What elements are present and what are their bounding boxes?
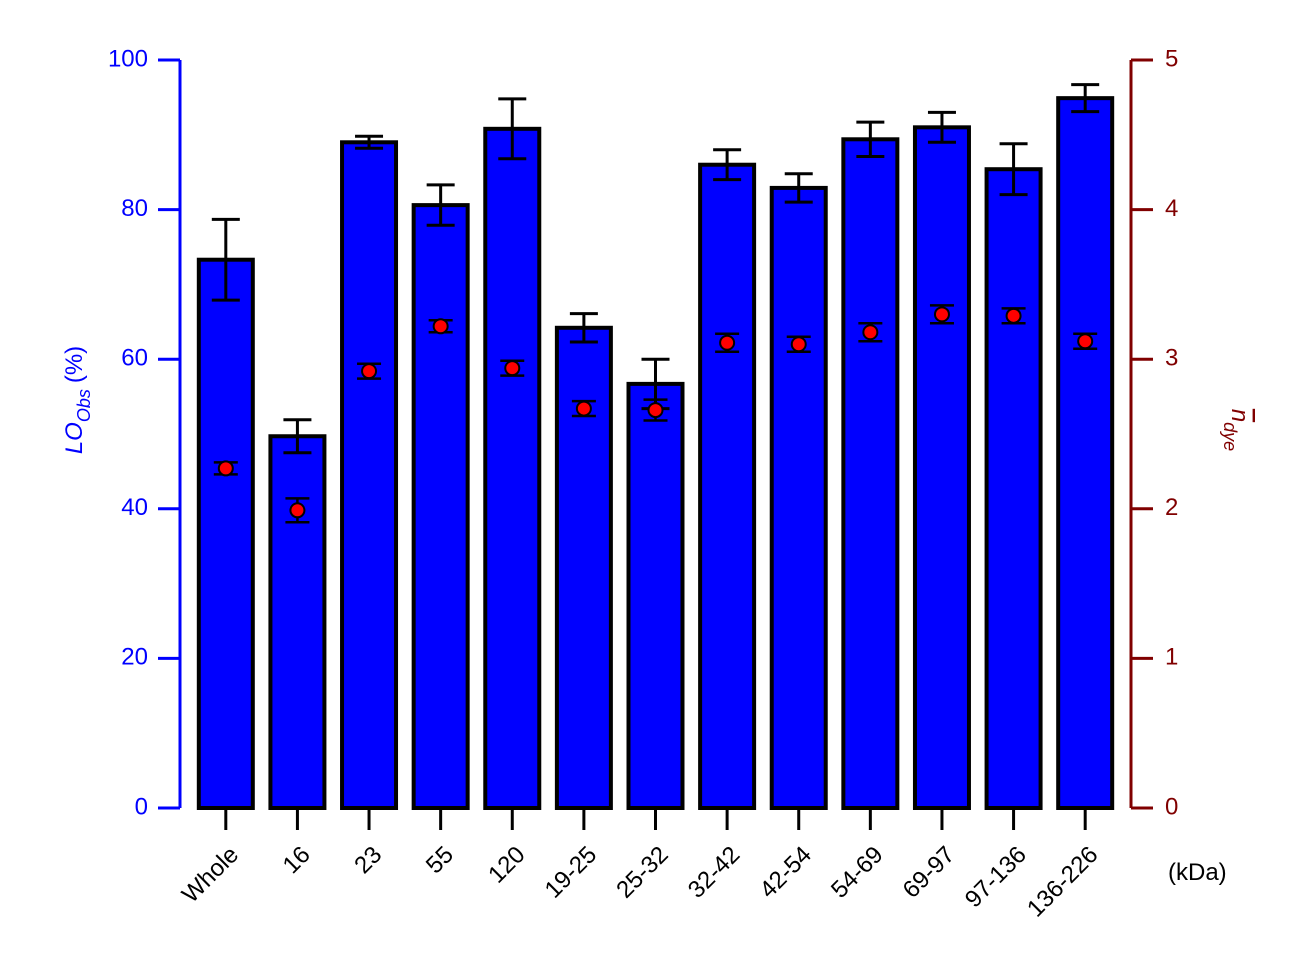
y2-tick-label: 1 <box>1165 644 1178 671</box>
y2-tick-label: 3 <box>1165 345 1178 372</box>
x-tick-label: 16 <box>278 841 316 879</box>
error-bar <box>1071 83 1100 114</box>
bar <box>1056 96 1115 810</box>
bar <box>268 434 327 810</box>
error-bar <box>426 183 455 227</box>
bar <box>411 203 470 810</box>
dot <box>719 334 736 351</box>
dot <box>575 400 592 417</box>
x-tick-label: 32-42 <box>683 841 746 904</box>
error-bar <box>211 217 240 302</box>
error-bar <box>355 134 384 150</box>
y2-tick-label: 0 <box>1165 793 1178 820</box>
x-tick-label: 19-25 <box>540 841 603 904</box>
error-bar <box>498 97 527 161</box>
y-tick-label: 20 <box>121 644 148 671</box>
bar <box>841 137 900 810</box>
error-bar <box>713 148 742 182</box>
dot <box>504 360 521 377</box>
x-tick-label: 97-136 <box>960 841 1032 913</box>
x-tick-label: 25-32 <box>611 841 674 904</box>
bar <box>196 257 255 810</box>
y-tick-label: 80 <box>121 195 148 222</box>
error-bar <box>856 120 885 158</box>
x-tick-label: 136-226 <box>1022 841 1103 922</box>
bar <box>769 185 828 810</box>
error-bar <box>283 418 312 455</box>
dot <box>647 402 664 419</box>
y-label-sub: Obs <box>74 389 94 422</box>
dot <box>361 363 378 380</box>
dot <box>790 336 807 353</box>
bar <box>483 126 542 811</box>
x-tick-label: 42-54 <box>754 841 817 904</box>
y2-tick-label: 2 <box>1165 494 1178 521</box>
x-tick-label: 69-97 <box>898 841 961 904</box>
dot <box>862 324 879 341</box>
error-bar <box>784 172 813 204</box>
y2-axis-label: ndye <box>1220 409 1253 451</box>
y-axis-label: LOObs (%) <box>61 346 94 454</box>
x-tick-label: 23 <box>349 841 387 879</box>
bar <box>984 167 1043 810</box>
y-tick-label: 40 <box>121 494 148 521</box>
error-bar <box>999 142 1028 197</box>
dot <box>933 306 950 323</box>
y2-label-sub: dye <box>1220 422 1240 451</box>
bar <box>912 125 971 810</box>
dot <box>432 318 449 335</box>
y-label-unit: (%) <box>61 346 88 383</box>
x-tick-label: 54-69 <box>826 841 889 904</box>
error-bar <box>569 312 598 344</box>
x-tick-label: Whole <box>177 841 244 908</box>
error-bar <box>927 110 956 144</box>
bar <box>340 140 399 810</box>
y2-tick-label: 5 <box>1165 45 1178 72</box>
dot <box>1077 333 1094 350</box>
dot <box>289 502 306 519</box>
y2-label-main: n <box>1226 409 1253 422</box>
y-tick-label: 0 <box>135 793 148 820</box>
y2-tick-label: 4 <box>1165 195 1178 222</box>
y-label-main: LO <box>61 422 88 454</box>
x-tick-label: 120 <box>483 841 530 888</box>
y-tick-label: 100 <box>108 45 148 72</box>
dot <box>1005 307 1022 324</box>
x-unit-label: (kDa) <box>1168 859 1227 886</box>
bar <box>698 162 757 811</box>
bar <box>554 325 613 810</box>
y-tick-label: 60 <box>121 345 148 372</box>
dot <box>217 460 234 477</box>
bar <box>626 381 685 810</box>
x-tick-label: 55 <box>421 841 459 879</box>
